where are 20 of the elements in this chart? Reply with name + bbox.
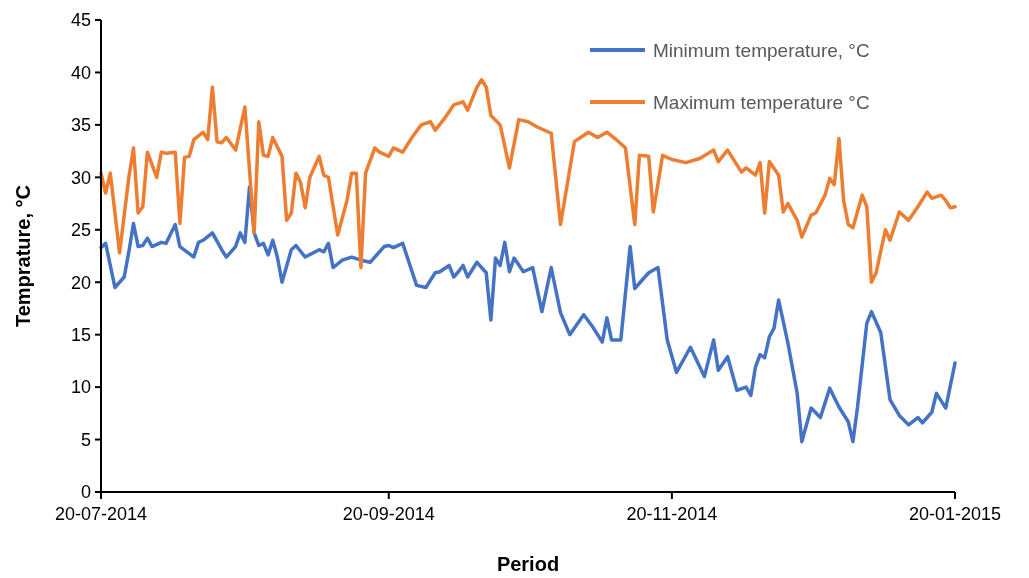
- line-series: [99, 185, 957, 444]
- legend-label: Maximum temperature °C: [653, 91, 870, 113]
- y-tick-label: 30: [70, 167, 91, 188]
- x-axis-title: Period: [496, 553, 560, 575]
- legend-label: Minimum temperature, °C: [653, 39, 870, 61]
- y-tick-label: 5: [80, 429, 91, 450]
- y-tick-label: 15: [70, 324, 91, 345]
- y-tick-label: 25: [70, 220, 91, 241]
- y-axis-title: Temprature, °C: [12, 184, 34, 328]
- x-tick-label: 20-09-2014: [342, 504, 435, 524]
- y-tick-label: 45: [70, 10, 91, 31]
- x-tick-label: 20-07-2014: [54, 504, 148, 524]
- y-tick-label: 20: [70, 272, 91, 293]
- y-tick-label: 0: [80, 482, 91, 503]
- y-tick-label: 40: [70, 62, 91, 83]
- y-tick-label: 35: [70, 115, 91, 136]
- x-tick-label: 20-01-2015: [908, 504, 1002, 524]
- y-tick-label: 10: [70, 377, 91, 398]
- x-tick-label: 20-11-2014: [626, 504, 718, 524]
- line-series: [99, 78, 957, 284]
